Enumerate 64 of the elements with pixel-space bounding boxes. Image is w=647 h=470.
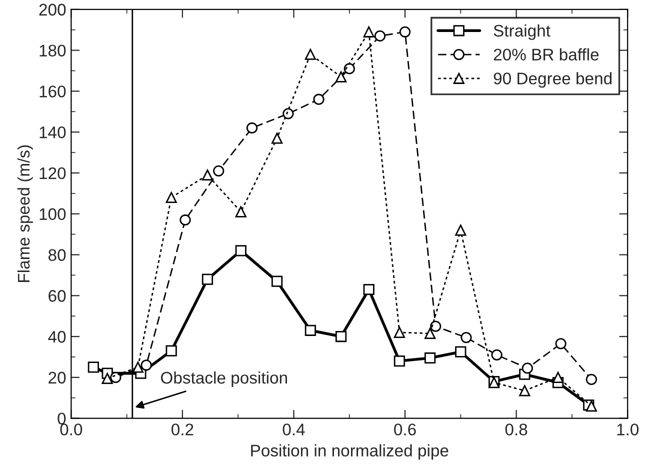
point — [110, 372, 122, 383]
point — [140, 360, 152, 371]
legend-label: Straight — [494, 24, 550, 40]
y-tick-label: 120 — [40, 167, 66, 180]
point — [213, 165, 224, 176]
point — [424, 328, 436, 340]
y-tick-label: 40 — [48, 330, 66, 343]
x-tick-label: 0.6 — [394, 424, 416, 436]
y-tick-label: 0 — [58, 412, 66, 425]
point — [102, 372, 113, 384]
y-tick-label: 100 — [40, 208, 66, 220]
point — [235, 245, 246, 256]
point — [555, 338, 566, 350]
point — [491, 349, 502, 360]
point — [132, 362, 144, 373]
y-tick-label: 60 — [48, 290, 66, 302]
point — [363, 26, 374, 38]
point — [460, 332, 472, 344]
x-tick-label: 0.4 — [282, 424, 305, 436]
point — [271, 132, 283, 144]
point — [455, 346, 466, 358]
point — [235, 206, 246, 218]
point — [374, 30, 386, 42]
point — [246, 122, 258, 134]
point — [304, 48, 316, 60]
point — [586, 400, 597, 412]
legend-label: 90 Degree bend — [494, 72, 612, 88]
x-tick-label: 0.2 — [172, 424, 194, 436]
point — [424, 352, 436, 364]
x-tick-label: 0.8 — [505, 424, 528, 436]
point — [313, 94, 324, 105]
point — [180, 214, 191, 226]
point — [522, 362, 533, 374]
point — [344, 63, 355, 74]
point — [399, 26, 411, 38]
point — [202, 274, 214, 285]
point — [394, 356, 406, 367]
point — [88, 362, 99, 373]
legend-label: 20% BR baffle — [494, 48, 599, 61]
point — [166, 345, 177, 356]
x-tick-label: 1.0 — [617, 424, 639, 436]
point — [430, 320, 442, 332]
point — [586, 374, 597, 386]
y-tick-label: 180 — [40, 44, 66, 56]
y-tick-label: 200 — [39, 4, 66, 16]
point — [304, 324, 316, 336]
y-axis-title: Flame speed (m/s) — [17, 145, 33, 282]
point — [335, 330, 347, 342]
point — [363, 284, 374, 296]
point — [519, 385, 530, 396]
point — [202, 169, 214, 181]
point — [335, 71, 347, 82]
point — [394, 326, 406, 338]
y-tick-label: 140 — [40, 126, 66, 138]
point — [271, 276, 283, 287]
x-tick-label: 0.0 — [60, 424, 82, 436]
y-tick-label: 80 — [48, 249, 66, 261]
x-axis-title: Position in normalized pipe — [251, 444, 448, 460]
y-tick-label: 160 — [40, 86, 66, 98]
y-tick-label: 20 — [48, 372, 66, 384]
point — [166, 192, 177, 204]
point — [282, 108, 294, 120]
annotation: Obstacle position — [160, 371, 287, 387]
point — [455, 224, 466, 236]
